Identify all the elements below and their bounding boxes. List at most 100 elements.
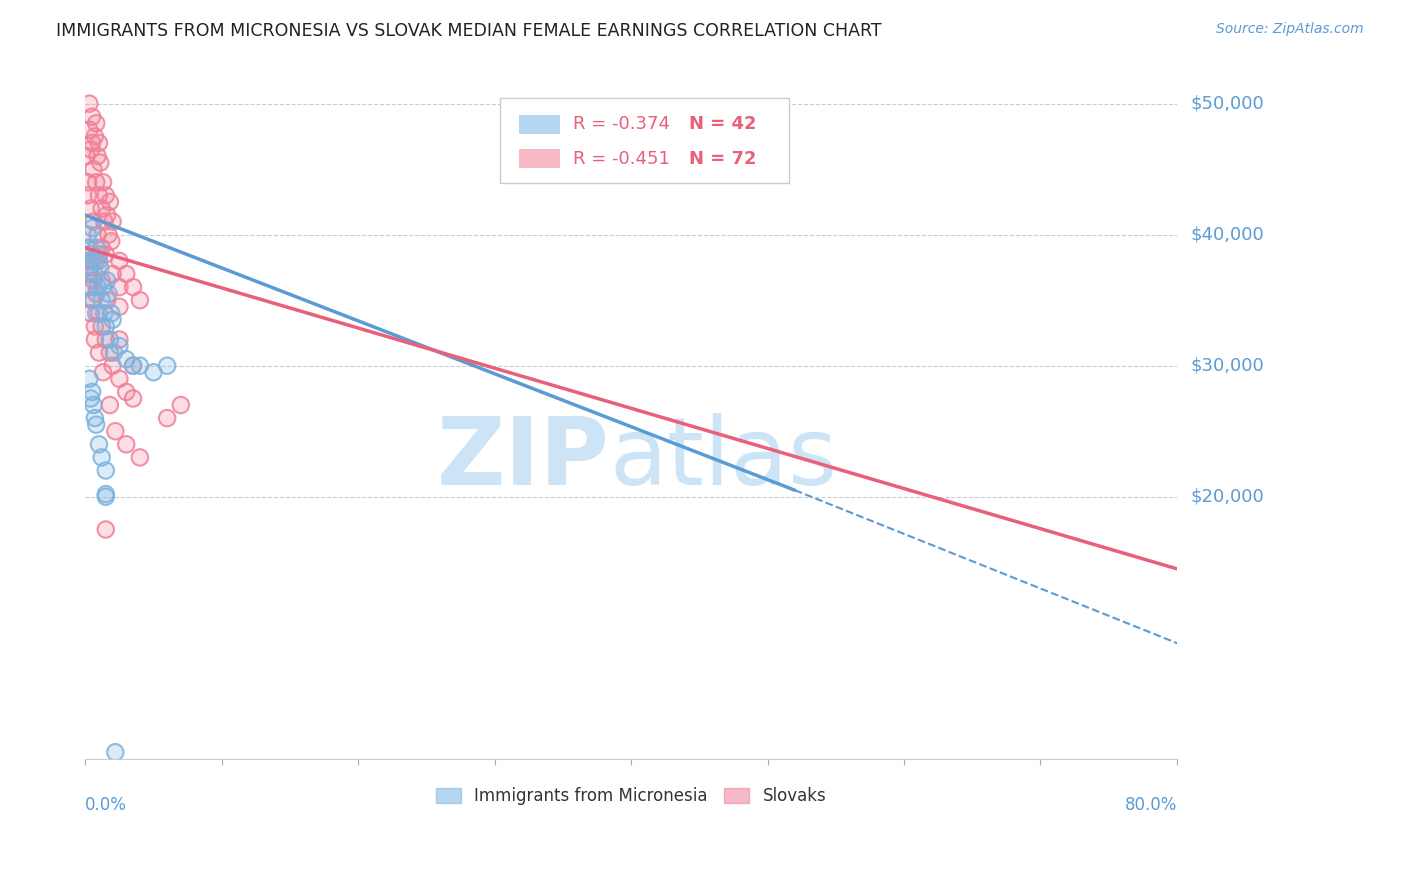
Text: atlas: atlas: [609, 413, 838, 505]
Point: [96, 273, 118, 287]
Point: [108, 280, 131, 294]
Point: [86, 280, 108, 294]
Point: [89, 155, 111, 169]
Point: [90, 450, 112, 465]
Point: [83, 129, 105, 144]
Text: $30,000: $30,000: [1191, 357, 1264, 375]
Point: [97, 286, 120, 301]
Point: [108, 339, 131, 353]
Point: [91, 280, 114, 294]
Point: [104, 424, 127, 438]
Point: [79, 123, 101, 137]
Point: [90, 241, 112, 255]
Point: [82, 110, 104, 124]
Point: [93, 306, 115, 320]
Point: [142, 365, 165, 379]
Point: [98, 194, 121, 209]
Point: [79, 260, 101, 275]
Point: [96, 273, 118, 287]
Point: [77, 253, 100, 268]
Point: [103, 345, 125, 359]
Point: [104, 745, 127, 759]
Point: [94, 333, 117, 347]
Point: [91, 365, 114, 379]
Point: [84, 306, 107, 320]
Text: ZIP: ZIP: [436, 413, 609, 505]
Point: [104, 745, 127, 759]
Point: [94, 319, 117, 334]
Point: [96, 208, 118, 222]
Point: [122, 392, 145, 406]
Point: [101, 214, 124, 228]
Point: [93, 306, 115, 320]
Point: [82, 273, 104, 287]
Point: [101, 267, 124, 281]
Point: [87, 136, 110, 150]
Point: [115, 267, 138, 281]
Text: IMMIGRANTS FROM MICRONESIA VS SLOVAK MEDIAN FEMALE EARNINGS CORRELATION CHART: IMMIGRANTS FROM MICRONESIA VS SLOVAK MED…: [56, 22, 882, 40]
Point: [87, 306, 110, 320]
Point: [108, 300, 131, 314]
Text: R = -0.451: R = -0.451: [574, 150, 671, 168]
Point: [100, 234, 122, 248]
Bar: [519, 115, 560, 134]
Point: [115, 437, 138, 451]
Point: [82, 293, 104, 308]
Point: [94, 490, 117, 504]
Point: [83, 319, 105, 334]
Text: R = -0.374: R = -0.374: [574, 115, 671, 134]
Point: [82, 221, 104, 235]
Point: [101, 313, 124, 327]
Point: [82, 110, 104, 124]
Point: [108, 280, 131, 294]
Point: [94, 523, 117, 537]
Point: [94, 463, 117, 477]
Point: [80, 143, 103, 157]
Point: [122, 280, 145, 294]
Point: [108, 333, 131, 347]
Point: [97, 286, 120, 301]
Point: [115, 437, 138, 451]
Point: [77, 175, 100, 189]
Point: [122, 359, 145, 373]
Point: [94, 487, 117, 501]
Point: [156, 411, 179, 425]
Point: [87, 188, 110, 202]
Point: [82, 398, 104, 412]
Point: [84, 306, 107, 320]
Point: [82, 221, 104, 235]
Point: [80, 202, 103, 216]
Point: [84, 116, 107, 130]
Point: [80, 392, 103, 406]
Point: [128, 450, 150, 465]
Point: [108, 372, 131, 386]
Bar: [519, 149, 560, 168]
Point: [80, 260, 103, 275]
Point: [89, 260, 111, 275]
Point: [84, 175, 107, 189]
Point: [86, 227, 108, 242]
Point: [94, 490, 117, 504]
Point: [97, 227, 120, 242]
Point: [82, 293, 104, 308]
Point: [122, 392, 145, 406]
Point: [76, 149, 98, 163]
Point: [90, 319, 112, 334]
Point: [96, 293, 118, 308]
Point: [82, 293, 104, 308]
Point: [87, 437, 110, 451]
Point: [98, 345, 121, 359]
Point: [90, 450, 112, 465]
Point: [79, 267, 101, 281]
Point: [87, 345, 110, 359]
Point: [128, 293, 150, 308]
Point: [115, 384, 138, 399]
Point: [115, 352, 138, 367]
Point: [122, 359, 145, 373]
Text: N = 42: N = 42: [689, 115, 756, 134]
Point: [79, 96, 101, 111]
Point: [94, 188, 117, 202]
Point: [86, 149, 108, 163]
Point: [98, 398, 121, 412]
Point: [94, 523, 117, 537]
